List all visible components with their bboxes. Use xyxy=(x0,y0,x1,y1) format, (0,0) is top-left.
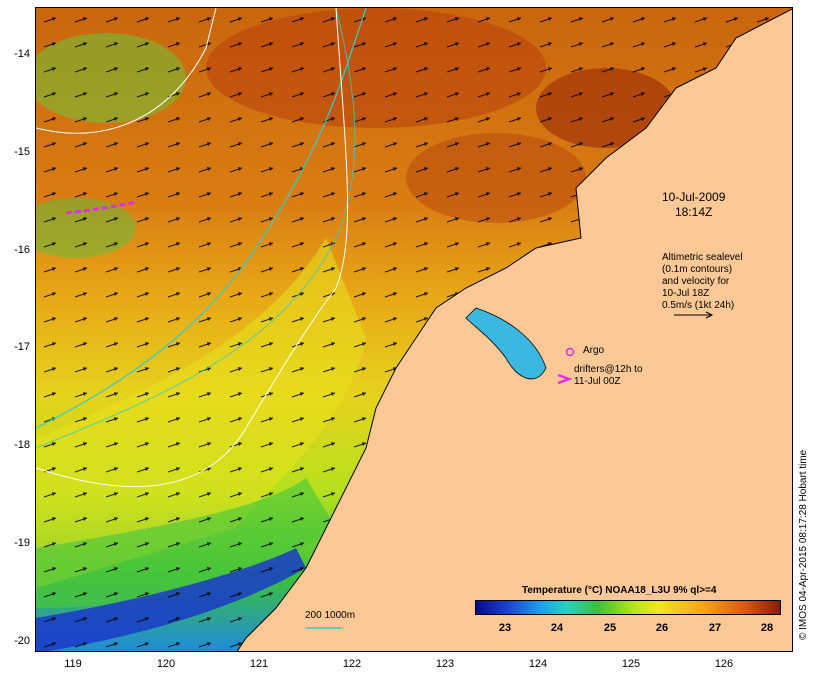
drifter-track xyxy=(65,200,137,215)
colorbar-title: Temperature (°C) NOAA18_L3U 9% ql>=4 xyxy=(522,585,717,596)
altimetry-line: and velocity for xyxy=(662,276,730,287)
inlet-water xyxy=(465,307,547,380)
lat-tick: -17 xyxy=(14,341,30,353)
altimetry-line: Altimetric sealevel xyxy=(662,252,743,263)
contour-200m xyxy=(36,8,356,449)
lon-tick: 122 xyxy=(342,658,362,670)
colorbar-tick: 23 xyxy=(498,622,512,634)
lon-tick: 125 xyxy=(621,658,641,670)
velocity-scale-arrowhead xyxy=(705,311,714,319)
lat-tick: -16 xyxy=(14,244,30,256)
colorbar-tick: 25 xyxy=(603,622,617,634)
argo-symbol xyxy=(565,347,575,357)
lat-tick: -14 xyxy=(14,48,30,60)
altimetry-line: 10-Jul 18Z xyxy=(662,288,710,299)
credit-text: © IMOS 04-Apr-2015 08:17:28 Hobart time xyxy=(798,449,809,640)
lat-tick: -20 xyxy=(14,635,30,647)
lon-tick: 121 xyxy=(249,658,269,670)
colorbar-tick: 28 xyxy=(760,622,774,634)
lon-tick: 126 xyxy=(714,658,734,670)
colorbar-tick: 26 xyxy=(655,622,669,634)
lat-tick: -19 xyxy=(14,537,30,549)
altimetry-legend: Altimetric sealevel (0.1m contours) and … xyxy=(662,252,743,312)
altimetry-line: (0.1m contours) xyxy=(662,264,733,275)
argo-label: Argo xyxy=(583,345,605,356)
sst-map xyxy=(36,8,792,651)
drifter-line: 11-Jul 00Z xyxy=(574,376,621,387)
date-line: 10-Jul-2009 xyxy=(662,190,726,204)
date-label: 10-Jul-2009 18:14Z xyxy=(662,190,725,220)
sealevel-contour xyxy=(36,8,349,488)
colorbar-tick: 24 xyxy=(550,622,564,634)
lon-tick: 119 xyxy=(64,658,82,670)
drifter-line: drifters@12h to xyxy=(574,364,643,375)
colorbar-tick: 27 xyxy=(708,622,722,634)
contour-1000m xyxy=(36,8,367,429)
lon-tick: 123 xyxy=(435,658,455,670)
lon-tick: 124 xyxy=(528,658,548,670)
sealevel-contour xyxy=(36,8,217,134)
drifter-legend: drifters@12h to 11-Jul 00Z xyxy=(574,364,643,388)
lat-tick: -15 xyxy=(14,146,30,158)
lon-tick: 120 xyxy=(156,658,176,670)
map-frame xyxy=(35,7,793,652)
colorbar xyxy=(475,600,781,615)
lat-tick: -18 xyxy=(14,439,30,451)
depth-scale-label: 200 1000m xyxy=(305,610,356,621)
drifter-symbol xyxy=(557,373,573,385)
time-line: 18:14Z xyxy=(675,205,713,219)
altimetry-line: 0.5m/s (1kt 24h) xyxy=(662,300,735,311)
